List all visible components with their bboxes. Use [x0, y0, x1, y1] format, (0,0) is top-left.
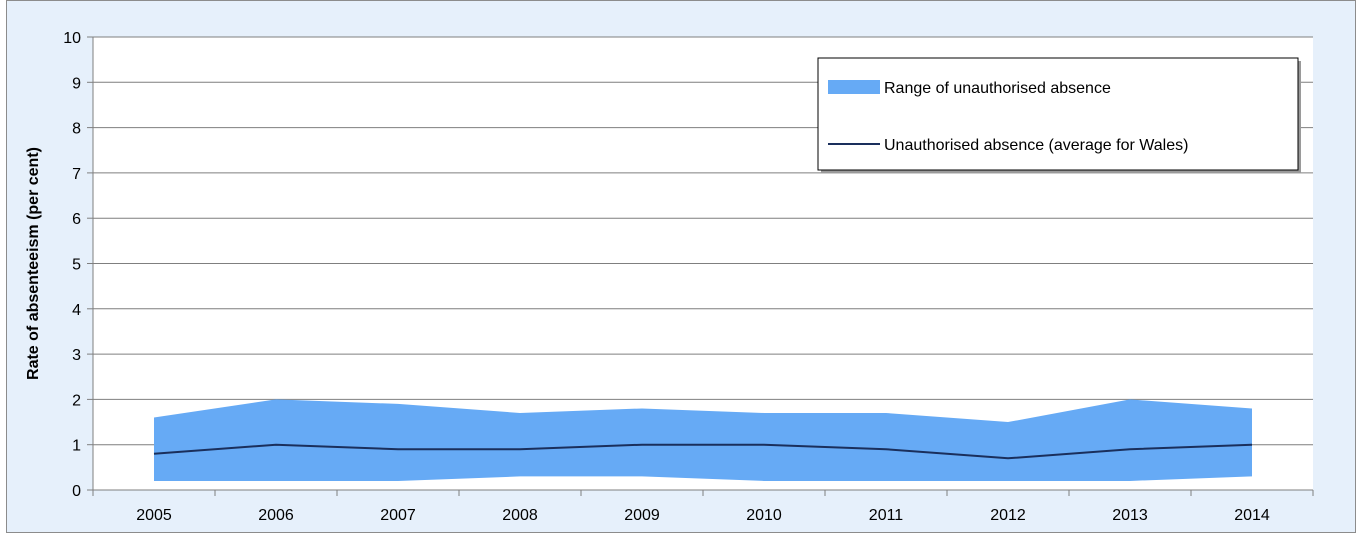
y-tick-label-1: 1 — [72, 438, 81, 455]
x-tick-label-2006: 2006 — [258, 507, 294, 524]
y-tick-label-6: 6 — [72, 211, 81, 228]
y-tick-labels: 0 1 2 3 4 5 6 7 8 9 10 — [63, 30, 81, 500]
y-tick-label-0: 0 — [72, 483, 81, 500]
x-tick-label-2008: 2008 — [502, 507, 538, 524]
legend-box — [817, 57, 1299, 171]
x-tick-label-2013: 2013 — [1112, 507, 1148, 524]
range-area — [154, 399, 1252, 481]
y-tick-label-3: 3 — [72, 347, 81, 364]
y-tick-label-5: 5 — [72, 257, 81, 274]
x-tick-label-2012: 2012 — [990, 507, 1026, 524]
average-line-layer — [153, 443, 1253, 460]
x-tick-label-2005: 2005 — [136, 507, 172, 524]
x-tick-label-2014: 2014 — [1234, 507, 1270, 524]
average-line — [153, 443, 1253, 460]
legend-label-average: Unauthorised absence (average for Wales) — [884, 137, 1188, 154]
range-area-layer — [154, 399, 1252, 481]
axes — [92, 37, 1314, 496]
y-axis-title: Rate of absenteeism (per cent) — [25, 147, 42, 380]
legend-label-range: Range of unauthorised absence — [884, 80, 1111, 97]
x-tick-label-2011: 2011 — [869, 507, 904, 524]
x-tick-labels: 2005 2006 2007 2008 2009 2010 2011 2012 2013 2014 — [136, 507, 1270, 524]
y-tick-label-2: 2 — [72, 392, 81, 409]
x-tick-label-2007: 2007 — [380, 507, 416, 524]
legend-swatch-range — [828, 80, 880, 94]
y-tick-label-9: 9 — [72, 75, 81, 92]
legend: Range of unauthorised absence Unauthoris… — [817, 57, 1301, 173]
y-tick-label-4: 4 — [72, 302, 81, 319]
y-tick-label-7: 7 — [72, 166, 81, 183]
y-tick-label-10: 10 — [63, 30, 81, 47]
x-tick-label-2010: 2010 — [746, 507, 782, 524]
x-tick-label-2009: 2009 — [624, 507, 660, 524]
y-tick-label-8: 8 — [72, 121, 81, 138]
